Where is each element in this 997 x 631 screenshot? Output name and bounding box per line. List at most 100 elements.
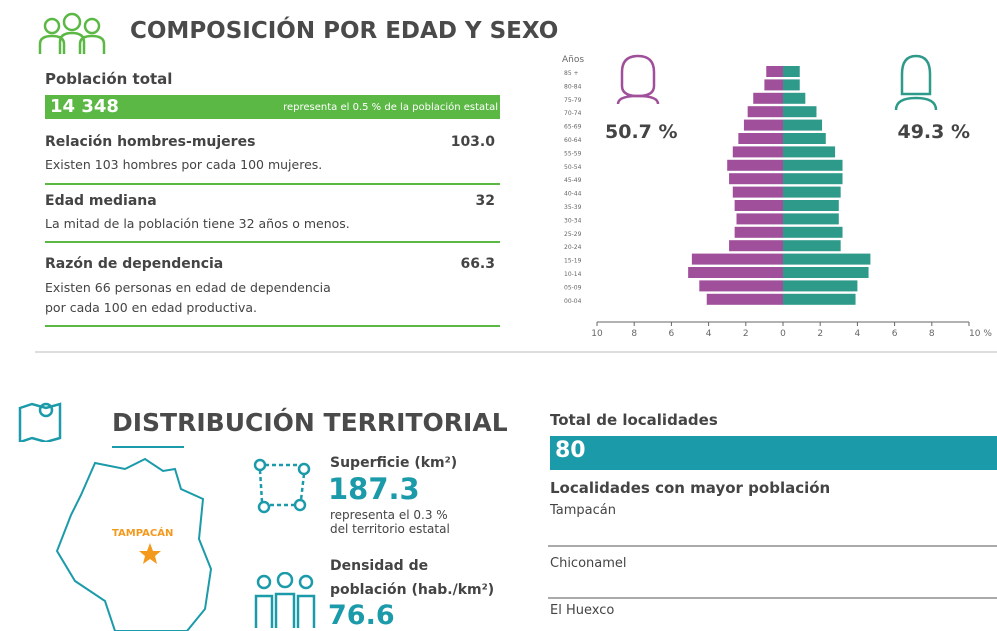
people-icon	[38, 12, 106, 54]
x-tick-label: 10	[591, 329, 603, 339]
bar	[738, 133, 783, 144]
bar	[783, 226, 843, 238]
bar	[783, 66, 800, 77]
bar	[783, 119, 823, 131]
y-tick-label: 10-14	[564, 271, 582, 278]
bar	[783, 92, 806, 104]
divider	[548, 597, 997, 599]
bar	[736, 213, 783, 225]
note: del territorio estatal	[330, 522, 450, 536]
y-tick-label: 15-19	[564, 258, 582, 265]
map-icon	[18, 402, 62, 442]
y-tick-label: 55-59	[564, 150, 582, 157]
bar	[691, 253, 783, 265]
bar	[783, 79, 800, 91]
value: 80	[555, 438, 586, 463]
x-tick-label: 6	[892, 329, 898, 339]
divider	[45, 183, 500, 185]
value: 187.3	[328, 472, 420, 506]
y-tick-label: 60-64	[564, 137, 582, 144]
y-axis-label: Años	[562, 55, 584, 65]
y-tick-label: 00-04	[564, 298, 582, 305]
divider	[548, 545, 997, 547]
y-tick-label: 20-24	[564, 244, 582, 251]
value: 32	[475, 193, 495, 209]
list-item: Chiconamel	[550, 556, 627, 571]
y-tick-label: 80-84	[564, 83, 582, 90]
highlight-bar	[45, 95, 500, 119]
underline	[112, 446, 184, 448]
divider	[45, 241, 500, 243]
bar	[732, 186, 783, 198]
pyramid-chart: Años 85 + 80-84 75-79 70-74 65-69 60-64 55-59 50…	[562, 54, 992, 339]
bar	[727, 159, 783, 171]
municipality-map	[55, 457, 213, 631]
y-tick-label: 05-09	[564, 284, 582, 291]
bar	[783, 173, 843, 185]
label: Razón de dependencia	[45, 256, 224, 272]
list-item: Tampacán	[550, 503, 616, 518]
total-label: 49.3 %	[897, 121, 970, 143]
x-tick-label: 4	[706, 329, 712, 339]
x-tick-label: 8	[631, 329, 637, 339]
y-tick-label: 85 +	[564, 70, 579, 77]
label: Relación hombres-mujeres	[45, 134, 256, 150]
bar	[783, 240, 841, 252]
label: Edad mediana	[45, 193, 157, 209]
bar	[766, 66, 783, 77]
note: representa el 0.3 %	[330, 508, 448, 522]
bar	[783, 213, 839, 225]
x-tick-label: 0	[780, 329, 786, 339]
x-tick-label: 4	[855, 329, 861, 339]
bar	[729, 240, 783, 252]
x-tick-label: 2	[817, 329, 823, 339]
value: 14 348	[50, 96, 119, 117]
value: 76.6	[328, 600, 395, 631]
y-tick-label: 45-49	[564, 177, 582, 184]
section-title: DISTRIBUCIÓN TERRITORIAL	[112, 408, 508, 437]
y-tick-label: 25-29	[564, 231, 582, 238]
bar	[783, 133, 826, 144]
bar	[734, 226, 783, 238]
highlight-bar	[550, 436, 997, 470]
bar	[783, 267, 869, 278]
bar	[783, 293, 856, 305]
value: 66.3	[460, 256, 495, 272]
area-icon	[253, 458, 311, 514]
map-label: TAMPACÁN	[112, 528, 174, 539]
bar	[729, 173, 783, 185]
y-tick-label: 65-69	[564, 124, 582, 131]
text: por cada 100 en edad productiva.	[45, 300, 257, 315]
x-tick-label: 2	[743, 329, 749, 339]
bar	[783, 186, 841, 198]
label: Población total	[45, 70, 173, 88]
label: Total de localidades	[550, 411, 718, 429]
x-tick-label: 6	[669, 329, 675, 339]
bar	[734, 200, 783, 211]
bar	[688, 267, 783, 278]
bar	[783, 280, 858, 292]
y-tick-label: 75-79	[564, 97, 582, 104]
text: Existen 103 hombres por cada 100 mujeres…	[45, 157, 323, 172]
label: Superficie (km²)	[330, 455, 458, 471]
y-tick-label: 30-34	[564, 217, 582, 224]
bar	[764, 79, 783, 91]
bar	[783, 146, 836, 158]
total-label: 50.7 %	[605, 121, 678, 143]
x-tick-label: 10 %	[969, 329, 992, 339]
bar	[783, 159, 843, 171]
value: 103.0	[450, 134, 495, 150]
note: representa el 0.5 % de la población esta…	[283, 102, 498, 113]
y-tick-label: 50-54	[564, 164, 582, 171]
man-icon	[616, 54, 660, 105]
y-tick-label: 40-44	[564, 191, 582, 198]
label: Densidad de	[330, 558, 429, 574]
bar	[783, 200, 839, 211]
bar	[753, 92, 783, 104]
bar	[732, 146, 783, 158]
bar	[706, 293, 783, 305]
people-icon	[254, 572, 316, 628]
divider	[35, 351, 997, 353]
